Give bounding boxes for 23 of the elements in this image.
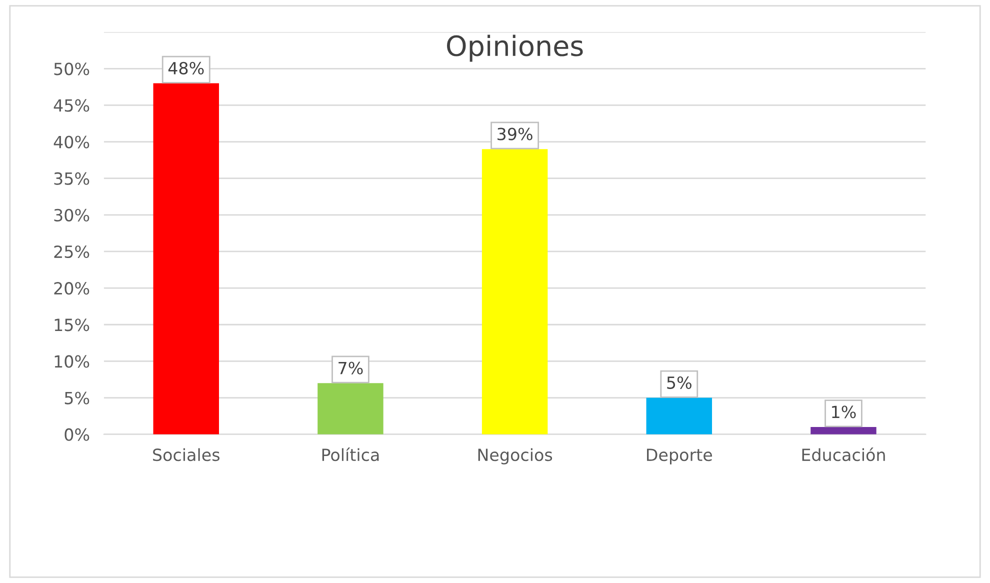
y-tick-label: 35% (54, 172, 90, 185)
data-label: 5% (667, 376, 692, 389)
data-label: 7% (338, 362, 363, 374)
chart-title: Opiniones (447, 34, 583, 62)
data-label: 48% (168, 62, 204, 74)
y-tick-label: 45% (54, 99, 90, 112)
y-tick-label: 5% (64, 392, 90, 404)
y-tick-label: 10% (54, 355, 90, 368)
y-tick-label: 25% (54, 245, 90, 258)
y-tick-label: 50% (54, 62, 90, 76)
y-tick-label: 40% (54, 136, 90, 148)
y-tick-label: 0% (64, 428, 90, 441)
y-tick-label: 30% (54, 208, 90, 222)
y-tick-label: 15% (54, 318, 90, 332)
x-tick-label: Deporte (647, 448, 712, 464)
x-tick-label: Política (322, 448, 379, 462)
x-tick-label: Educación (802, 448, 885, 462)
bar (810, 427, 876, 434)
data-label: 1% (832, 406, 856, 418)
y-tick-label: 20% (54, 282, 90, 295)
x-tick-label: Negocios (478, 448, 552, 464)
x-tick-label: Sociales (153, 448, 220, 462)
data-label: 39% (498, 128, 532, 140)
